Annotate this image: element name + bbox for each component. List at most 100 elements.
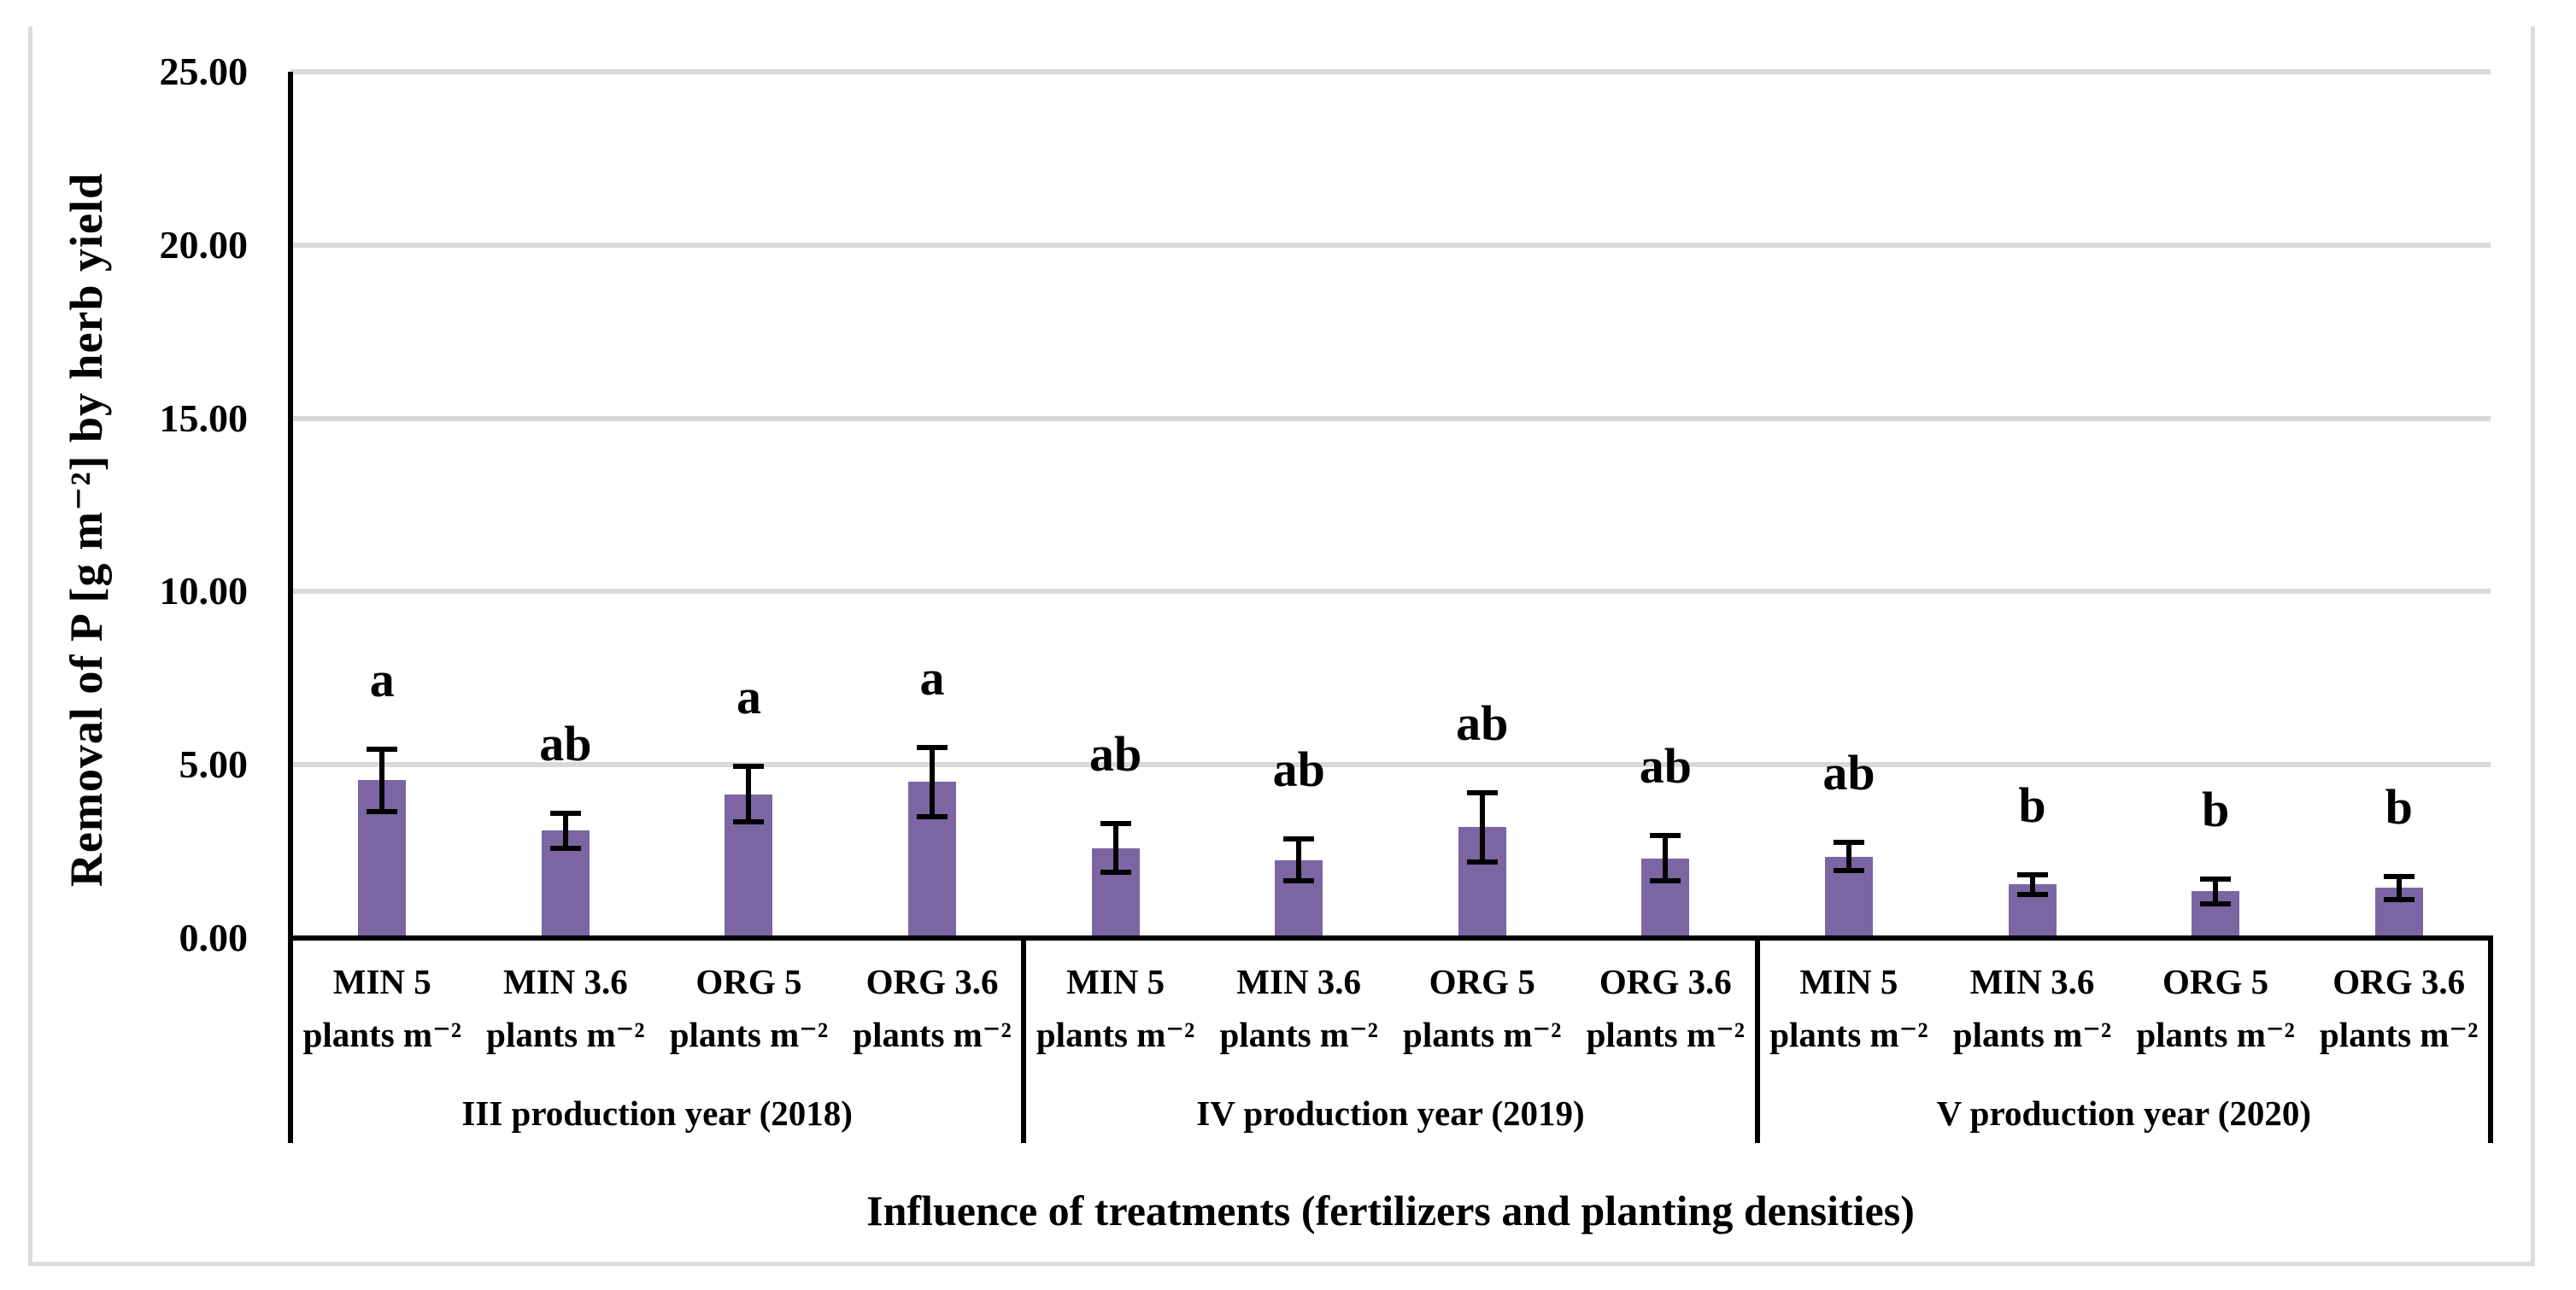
category-label-unit: plants m⁻² bbox=[1952, 1015, 2112, 1054]
error-bar-2019-org-5 bbox=[1479, 792, 1485, 862]
category-label: MIN 3.6 plants m⁻² bbox=[1940, 955, 2124, 1061]
x-axis-line bbox=[288, 935, 2493, 941]
error-bar-2020-min-5 bbox=[1845, 842, 1851, 871]
category-label: ORG 5 plants m⁻² bbox=[1390, 955, 1574, 1061]
error-bar-2020-org-5 bbox=[2213, 878, 2219, 904]
error-cap-top-2020-min-5 bbox=[1833, 840, 1864, 846]
y-axis-tick-labels: 0.00 5.00 10.00 15.00 20.00 25.00 bbox=[0, 50, 249, 959]
category-label-treatment: MIN 3.6 bbox=[502, 962, 628, 1001]
error-cap-top-2020-min-3.6 bbox=[2016, 871, 2048, 877]
error-cap-top-2019-min-5 bbox=[1100, 821, 1131, 827]
error-bar-2019-org-3.6 bbox=[1663, 836, 1669, 882]
category-label-treatment: ORG 5 bbox=[695, 962, 802, 1001]
error-cap-bottom-2020-org-5 bbox=[2200, 900, 2232, 906]
y-tick-label-5: 5.00 bbox=[179, 742, 249, 787]
category-label-treatment: MIN 5 bbox=[1066, 962, 1165, 1001]
y-tick-label-20: 20.00 bbox=[159, 222, 249, 267]
significance-letter-2018-min-3.6: ab bbox=[539, 715, 592, 771]
figure-border-right bbox=[2531, 26, 2535, 1266]
figure-border-left bbox=[28, 26, 32, 1266]
error-bar-2018-min-5 bbox=[379, 748, 385, 812]
error-cap-top-2019-org-3.6 bbox=[1650, 833, 1681, 839]
y-tick-label-15: 15.00 bbox=[159, 396, 249, 440]
significance-letter-2019-min-3.6: ab bbox=[1272, 742, 1325, 798]
y-tick-label-0: 0.00 bbox=[179, 916, 249, 959]
category-label-unit: plants m⁻² bbox=[302, 1015, 462, 1054]
error-bar-2019-min-5 bbox=[1112, 824, 1118, 872]
error-cap-bottom-2019-org-3.6 bbox=[1650, 878, 1681, 884]
significance-letter-2020-min-5: ab bbox=[1822, 745, 1875, 801]
error-bar-2018-org-3.6 bbox=[930, 747, 936, 818]
category-label-unit: plants m⁻² bbox=[2136, 1015, 2295, 1054]
significance-letter-2018-org-3.6: a bbox=[919, 649, 945, 706]
group-labels-row: III production year (2018) IV production … bbox=[290, 1087, 2491, 1140]
category-label-unit: plants m⁻² bbox=[1769, 1015, 1928, 1054]
error-bar-2018-org-5 bbox=[746, 766, 752, 823]
category-label-treatment: ORG 3.6 bbox=[1599, 962, 1732, 1001]
category-divider-0 bbox=[288, 938, 293, 1143]
gridline-20 bbox=[290, 242, 2491, 248]
significance-letter-2020-org-5: b bbox=[2201, 781, 2230, 837]
x-axis-title: Influence of treatments (fertilizers and… bbox=[866, 1187, 1915, 1234]
group-label-0: III production year (2018) bbox=[461, 1094, 853, 1133]
gridline-10 bbox=[290, 589, 2491, 595]
error-cap-bottom-2020-org-3.6 bbox=[2383, 896, 2415, 902]
category-label: MIN 5 plants m⁻² bbox=[1024, 955, 1207, 1061]
y-tick-label-25: 25.00 bbox=[159, 50, 249, 93]
y-tick-label-10: 10.00 bbox=[159, 569, 249, 613]
significance-letter-2018-org-5: a bbox=[736, 669, 761, 725]
category-label: MIN 5 plants m⁻² bbox=[1757, 955, 1941, 1061]
error-cap-top-2020-org-3.6 bbox=[2383, 873, 2415, 879]
y-axis-line bbox=[288, 72, 293, 941]
category-label-treatment: ORG 3.6 bbox=[2332, 962, 2466, 1001]
significance-letter-2019-org-3.6: ab bbox=[1639, 738, 1693, 795]
significance-letter-2019-org-5: ab bbox=[1456, 695, 1509, 751]
category-label-unit: plants m⁻² bbox=[853, 1015, 1012, 1054]
category-label-unit: plants m⁻² bbox=[2319, 1015, 2479, 1054]
category-label: ORG 3.6 plants m⁻² bbox=[841, 955, 1024, 1061]
error-cap-top-2018-org-5 bbox=[733, 764, 765, 770]
significance-letter-2020-min-3.6: b bbox=[2018, 777, 2046, 833]
category-label-unit: plants m⁻² bbox=[669, 1015, 829, 1054]
group-label-2: V production year (2020) bbox=[1936, 1094, 2312, 1133]
error-cap-bottom-2018-min-3.6 bbox=[549, 845, 581, 851]
error-cap-top-2018-min-3.6 bbox=[549, 810, 581, 816]
category-label-treatment: ORG 5 bbox=[1429, 962, 1535, 1001]
error-bar-2020-org-3.6 bbox=[2396, 876, 2402, 900]
error-cap-top-2018-org-3.6 bbox=[917, 744, 948, 750]
category-label-unit: plants m⁻² bbox=[1586, 1015, 1746, 1054]
category-labels-row: MIN 5 plants m⁻² MIN 3.6 plants m⁻² ORG 5 pla… bbox=[290, 955, 2491, 1061]
category-label: ORG 5 plants m⁻² bbox=[2124, 955, 2308, 1061]
error-cap-top-2019-org-5 bbox=[1466, 789, 1498, 795]
error-cap-bottom-2020-min-3.6 bbox=[2016, 891, 2048, 897]
error-cap-bottom-2018-org-5 bbox=[733, 819, 765, 825]
category-label-unit: plants m⁻² bbox=[1403, 1015, 1562, 1054]
category-label: MIN 5 plants m⁻² bbox=[290, 955, 474, 1061]
category-label: MIN 3.6 plants m⁻² bbox=[1207, 955, 1391, 1061]
category-divider-3 bbox=[2488, 938, 2493, 1143]
gridline-5 bbox=[290, 762, 2491, 768]
gridline-25 bbox=[290, 69, 2491, 74]
gridline-15 bbox=[290, 415, 2491, 421]
category-label-treatment: ORG 3.6 bbox=[866, 962, 999, 1001]
error-cap-top-2018-min-5 bbox=[367, 746, 398, 752]
category-label: ORG 3.6 plants m⁻² bbox=[2307, 955, 2491, 1061]
error-bar-2018-min-3.6 bbox=[562, 813, 568, 848]
category-label-unit: plants m⁻² bbox=[1036, 1015, 1195, 1054]
error-cap-bottom-2018-min-5 bbox=[367, 808, 398, 814]
category-divider-2 bbox=[1754, 938, 1760, 1143]
category-label-treatment: MIN 3.6 bbox=[1236, 962, 1362, 1001]
error-cap-top-2020-org-5 bbox=[2200, 876, 2232, 882]
category-divider-1 bbox=[1021, 938, 1027, 1143]
error-cap-bottom-2019-min-3.6 bbox=[1283, 878, 1315, 884]
category-label-treatment: MIN 5 bbox=[332, 962, 431, 1001]
category-label-unit: plants m⁻² bbox=[486, 1015, 645, 1054]
category-label-treatment: MIN 5 bbox=[1799, 962, 1898, 1001]
significance-letter-2020-org-3.6: b bbox=[2385, 778, 2413, 835]
significance-letter-2019-min-5: ab bbox=[1088, 726, 1142, 783]
plot-area: a ab a a ab ab ab ab ab b b b bbox=[288, 69, 2493, 941]
error-cap-bottom-2019-org-5 bbox=[1466, 859, 1498, 865]
category-label-treatment: ORG 5 bbox=[2162, 962, 2269, 1001]
error-cap-bottom-2018-org-3.6 bbox=[917, 814, 948, 820]
error-cap-top-2019-min-3.6 bbox=[1283, 836, 1315, 842]
